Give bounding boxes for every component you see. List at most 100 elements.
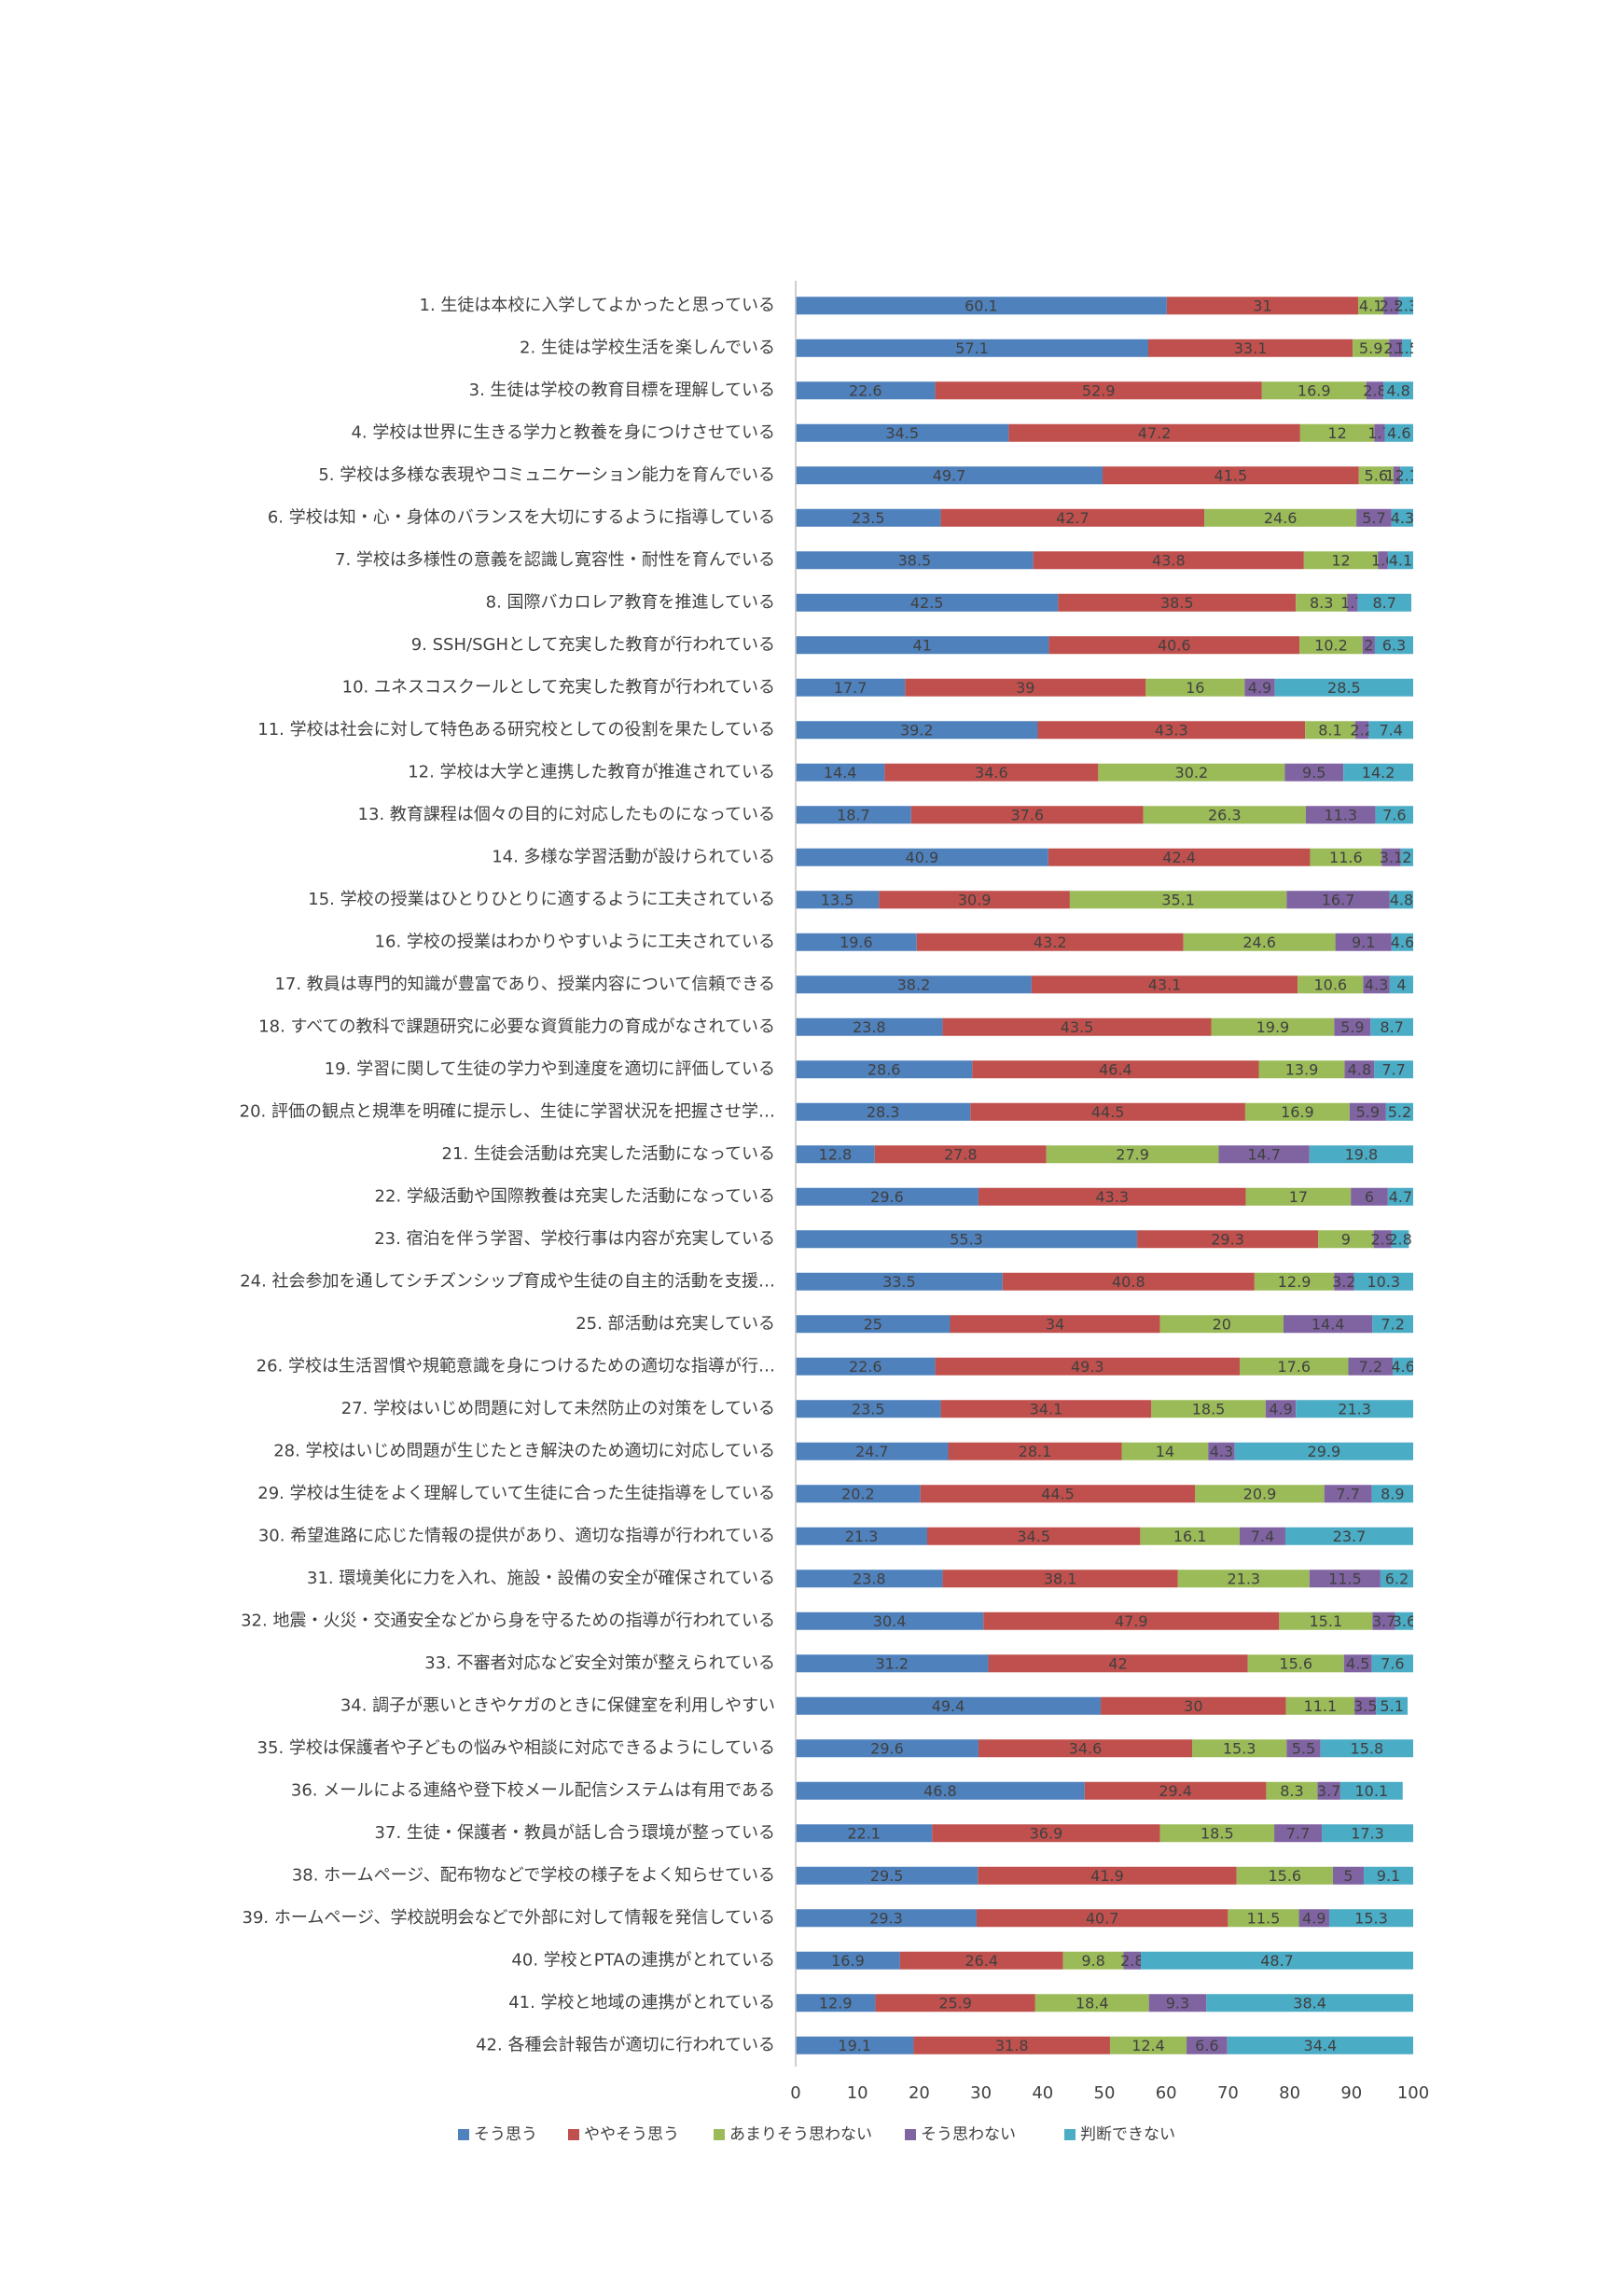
bar-segment [950,1315,1160,1334]
value-label: 44.5 [1041,1485,1075,1502]
y-tick-label: 6. 学校は知・心・身体のバランスを大切にするように指導している [268,507,775,527]
x-tick-label: 10 [847,2083,868,2103]
value-label: 19.6 [840,934,873,951]
value-label: 29.4 [1159,1782,1192,1800]
value-label: 2 [1402,849,1411,866]
value-label: 12.8 [819,1145,853,1163]
value-label: 3.7 [1317,1782,1340,1800]
value-label: 2 [1364,636,1373,654]
bar-segment [899,1951,1063,1970]
bar-segment [1046,1145,1219,1164]
bar-segment [1299,636,1363,655]
legend-label: そう思わない [921,2125,1016,2144]
y-tick-label: 5. 学校は多様な表現やコミュニケーション能力を育んでいる [318,465,775,485]
value-label: 40.9 [906,849,939,866]
bar-segment [1393,466,1401,485]
bar-segment [1358,297,1384,315]
bar-segment [1140,1527,1240,1545]
bar-segment [796,1485,921,1503]
value-label: 43.5 [1061,1018,1094,1036]
legend-label: ややそう思う [584,2125,679,2144]
bar-segment [796,423,1009,442]
value-label: 30.2 [1175,764,1209,781]
value-label: 11.1 [1304,1697,1338,1715]
bar-segment [1195,1485,1325,1503]
value-label: 4.5 [1346,1654,1369,1672]
bar-segment [1370,1017,1413,1036]
bar-segment [884,763,1099,781]
bar-segment [1328,1909,1413,1928]
value-label: 28.5 [1327,679,1361,697]
value-label: 8.3 [1280,1782,1303,1800]
value-label: 7.7 [1336,1485,1359,1502]
y-tick-label: 9. SSH/SGHとして充実した教育が行われている [411,635,775,655]
y-tick-label: 40. 学校とPTAの連携がとれている [511,1950,775,1970]
bar-segment [1098,763,1285,781]
bar-segment [1332,1866,1365,1885]
bar-segment [1309,1145,1413,1164]
bar-segment [1002,1272,1255,1291]
value-label: 2.1 [1383,339,1407,357]
bar-segment [1305,721,1355,740]
value-label: 38.2 [897,975,931,993]
bar-segment [1084,1781,1267,1800]
bar-segment [1364,1866,1413,1885]
y-tick-label: 35. 学校は保護者や子どもの悩みや相談に対応できるようにしている [257,1738,775,1758]
bar-segment [1034,1994,1149,2012]
bar-segment [1151,1400,1266,1418]
value-label: 2.9 [1371,1230,1395,1248]
bar-segment [1103,466,1359,485]
value-label: 2.5 [1380,297,1403,314]
value-label: 23.8 [853,1018,886,1036]
bar-segment [796,848,1048,866]
value-label: 8.7 [1372,594,1395,612]
bar-segment [932,1824,1160,1843]
bar-segment [916,933,1184,951]
value-label: 38.4 [1293,1994,1326,2012]
bar-segment [1368,721,1413,740]
value-label: 47.9 [1115,1612,1148,1630]
value-label: 12.9 [1278,1273,1312,1291]
bar-segment [1284,1527,1413,1545]
bar-segment [1356,508,1392,527]
bar-segment [1239,1527,1285,1545]
bar-segment [796,1230,1138,1249]
y-tick-label: 33. 不審者対応など安全対策が整えられている [424,1653,775,1673]
value-label: 43.3 [1155,721,1188,739]
bar-segment [1387,1187,1413,1206]
value-label: 10.2 [1314,636,1348,654]
bar-segment [1389,339,1403,357]
bar-segment [1244,678,1275,697]
bar-segment [1385,1102,1413,1121]
value-label: 5 [1343,1867,1353,1885]
bar-segment [796,1357,936,1376]
bar-segment [1334,1272,1354,1291]
value-label: 46.4 [1099,1060,1132,1078]
y-tick-label: 10. ユネスコスクールとして充実した教育が行われている [342,677,775,697]
value-label: 29.3 [869,1909,903,1927]
value-label: 40.6 [1158,636,1191,654]
value-label: 34.6 [1069,1739,1103,1757]
y-tick-label: 3. 生徒は学校の教育目標を理解している [469,380,775,400]
value-label: 4.9 [1248,679,1271,697]
value-label: 4.3 [1365,975,1388,993]
value-label: 3.2 [1332,1273,1355,1291]
value-label: 34.5 [885,424,919,442]
bar-segment [1296,593,1348,612]
value-label: 30 [1184,1697,1202,1715]
value-label: 31.8 [995,2037,1029,2054]
bar-segment [913,2036,1110,2054]
value-label: 5.9 [1356,1103,1380,1121]
value-label: 18.5 [1192,1400,1226,1418]
bar-segment [1376,1696,1409,1715]
bar-segment [940,1400,1152,1418]
bar-segment [1317,1781,1340,1800]
value-label: 17.7 [834,679,868,697]
bar-segment [1143,806,1306,824]
value-label: 11.6 [1329,849,1363,866]
y-tick-label: 21. 生徒会活動は充実した活動になっている [442,1144,775,1164]
bar-segment [796,1187,979,1206]
bar-segment [1380,1570,1413,1588]
value-label: 4.3 [1210,1443,1233,1460]
bar-segment [1353,1272,1413,1291]
